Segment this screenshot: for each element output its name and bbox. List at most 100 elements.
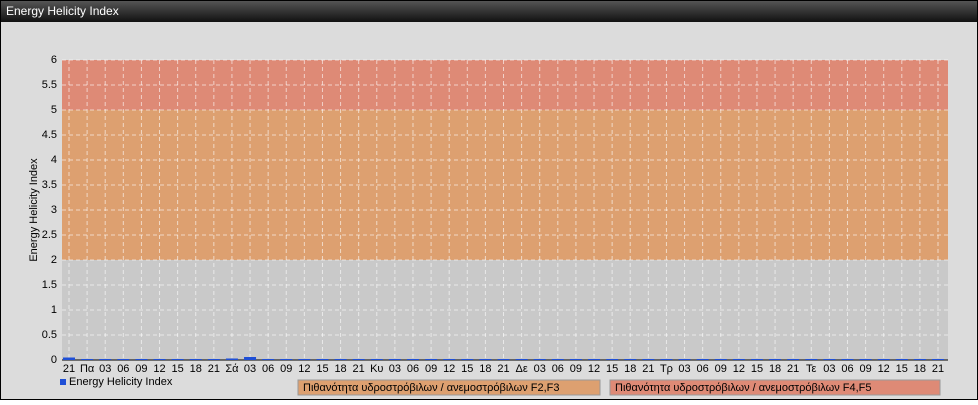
bar [551, 359, 564, 360]
x-tick-label: 09 [715, 363, 727, 375]
y-tick-label: 4.5 [42, 129, 57, 141]
bar [461, 359, 474, 360]
bar [334, 359, 347, 360]
x-tick-label: Σά [225, 363, 239, 375]
bar [262, 359, 275, 360]
x-tick-label: 09 [280, 363, 292, 375]
x-tick-label: 12 [588, 363, 600, 375]
x-tick-label: 21 [353, 363, 365, 375]
x-tick-label: 03 [823, 363, 835, 375]
bar [280, 359, 293, 360]
chart-title: Energy Helicity Index [6, 4, 119, 18]
x-tick-label: 03 [534, 363, 546, 375]
x-tick-label: Πα [80, 363, 95, 375]
bar [714, 359, 727, 360]
y-tick-label: 3.5 [42, 179, 57, 191]
x-tick-label: 15 [461, 363, 473, 375]
bar [406, 359, 419, 360]
y-tick-label: 2.5 [42, 229, 57, 241]
bar [135, 359, 148, 360]
bar [425, 359, 438, 360]
bar [787, 359, 800, 360]
bar [877, 359, 890, 360]
bar [153, 359, 166, 360]
y-tick-label: 5 [51, 104, 57, 116]
y-tick-label: 1 [51, 304, 57, 316]
bar [769, 359, 782, 360]
legend-band-label: Πιθανότητα υδροστρόβιλων / ανεμοστρόβιλω… [615, 382, 872, 394]
x-tick-label: 09 [570, 363, 582, 375]
x-tick-label: 15 [172, 363, 184, 375]
x-tick-label: 12 [443, 363, 455, 375]
bar [515, 359, 528, 360]
x-tick-label: 18 [624, 363, 636, 375]
y-tick-label: 0 [51, 354, 57, 366]
bar [81, 359, 94, 360]
x-tick-label: 03 [389, 363, 401, 375]
x-tick-label: Τε [806, 363, 817, 375]
x-tick-label: 15 [751, 363, 763, 375]
bar [225, 358, 238, 360]
bar [352, 359, 365, 360]
x-tick-label: 21 [787, 363, 799, 375]
y-tick-label: 2 [51, 254, 57, 266]
bar [624, 359, 637, 360]
x-tick-label: 03 [678, 363, 690, 375]
bar [588, 359, 601, 360]
x-tick-label: 15 [896, 363, 908, 375]
bar [298, 359, 311, 360]
x-tick-label: 15 [606, 363, 618, 375]
bar [678, 359, 691, 360]
x-tick-label: 18 [334, 363, 346, 375]
x-tick-label: 03 [244, 363, 256, 375]
bar [479, 359, 492, 360]
x-tick-label: Κυ [370, 363, 383, 375]
bar [660, 359, 673, 360]
x-tick-label: 18 [190, 363, 202, 375]
bar [841, 359, 854, 360]
y-tick-label: 0.5 [42, 329, 57, 341]
bar [189, 359, 202, 360]
x-tick-label: 21 [497, 363, 509, 375]
x-tick-label: 06 [841, 363, 853, 375]
x-tick-label: 18 [769, 363, 781, 375]
bar [732, 359, 745, 360]
x-tick-label: 21 [63, 363, 75, 375]
x-tick-label: 06 [262, 363, 274, 375]
bar [99, 359, 112, 360]
x-tick-label: 21 [642, 363, 654, 375]
y-tick-label: 1.5 [42, 279, 57, 291]
x-tick-label: 18 [914, 363, 926, 375]
x-tick-label: Τρ [660, 363, 673, 375]
x-tick-label: 03 [99, 363, 111, 375]
y-tick-label: 6 [51, 54, 57, 66]
bar [207, 359, 220, 360]
x-tick-label: 15 [316, 363, 328, 375]
bar [606, 359, 619, 360]
bar [388, 359, 401, 360]
bar [533, 359, 546, 360]
x-tick-label: 06 [697, 363, 709, 375]
header [1, 1, 977, 22]
bar [913, 359, 926, 360]
bar [696, 359, 709, 360]
x-tick-label: 09 [135, 363, 147, 375]
bar [642, 359, 655, 360]
bar [316, 359, 329, 360]
bar [805, 359, 818, 360]
x-tick-label: 09 [425, 363, 437, 375]
bar [63, 357, 75, 360]
y-axis-label: Energy Helicity Index [28, 158, 40, 262]
y-tick-label: 4 [51, 154, 57, 166]
x-tick-label: 06 [552, 363, 564, 375]
bar [823, 359, 836, 360]
y-tick-label: 5.5 [42, 79, 57, 91]
bar [443, 359, 456, 360]
x-tick-label: 06 [407, 363, 419, 375]
x-tick-label: 09 [859, 363, 871, 375]
x-tick-label: 12 [878, 363, 890, 375]
x-tick-label: 21 [208, 363, 220, 375]
legend-label: Energy Helicity Index [69, 376, 173, 388]
bar [895, 359, 908, 360]
